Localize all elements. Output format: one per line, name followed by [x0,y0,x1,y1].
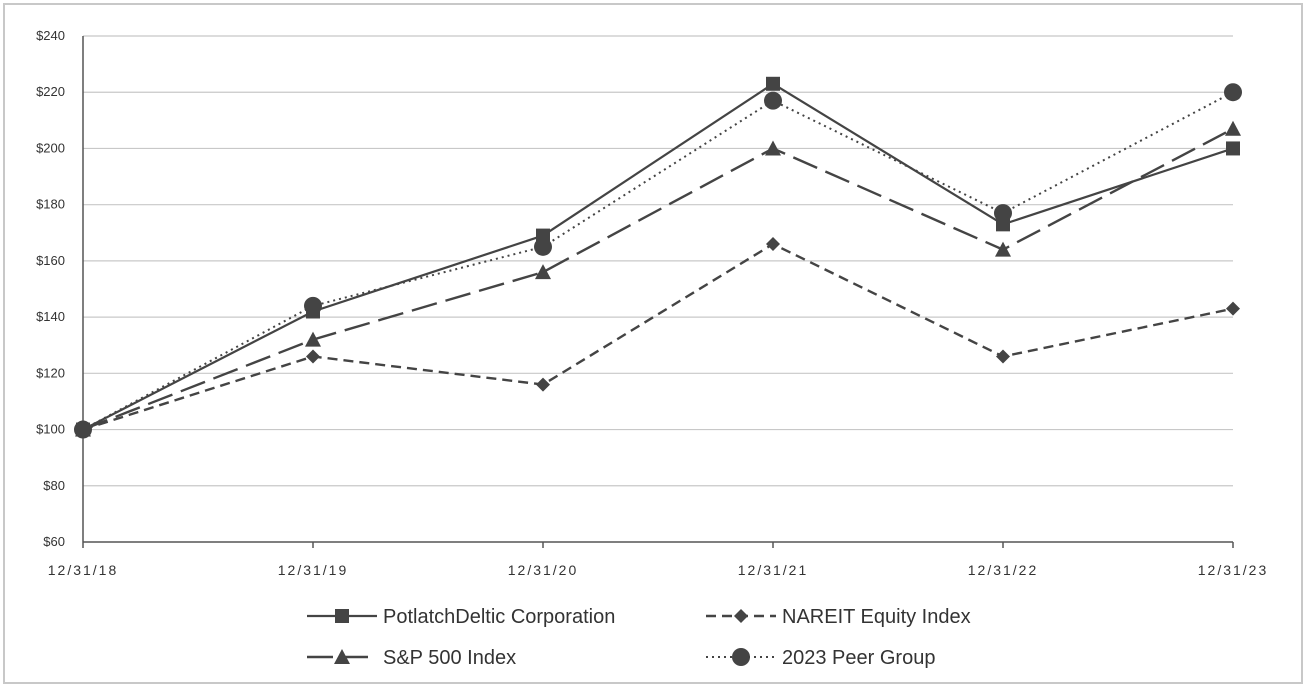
legend-label: PotlatchDeltic Corporation [383,606,615,628]
marker-circle [74,421,92,439]
marker-circle [534,238,552,256]
series-line [83,129,1233,430]
legend-item: NAREIT Equity Index [706,606,971,628]
marker-square [335,609,349,623]
marker-square [1226,141,1240,155]
legend-label: 2023 Peer Group [782,647,935,669]
x-tick-label: 12/31/22 [968,562,1039,578]
x-tick-label: 12/31/23 [1198,562,1269,578]
series-layer [74,77,1242,439]
marker-triangle [995,242,1011,257]
marker-square [766,77,780,91]
axes [83,36,1233,548]
legend: PotlatchDeltic Corporation NAREIT Equity … [307,606,971,669]
series-line [83,84,1233,430]
y-tick-label: $160 [36,253,65,268]
marker-diamond [1226,302,1240,316]
marker-triangle [1225,121,1241,136]
marker-circle [764,92,782,110]
y-tick-label: $180 [36,197,65,212]
x-tick-label: 12/31/21 [738,562,809,578]
y-tick-label: $100 [36,422,65,437]
y-axis-ticks: $60 $80 $100 $120 $140 $160 $180 $200 $220 $240 [36,28,65,549]
marker-diamond [536,378,550,392]
marker-diamond [766,237,780,251]
y-tick-label: $80 [43,478,65,493]
y-tick-label: $120 [36,365,65,380]
legend-item: S&P 500 Index [307,647,516,669]
y-tick-label: $200 [36,140,65,155]
marker-triangle [535,264,551,279]
x-tick-label: 12/31/19 [278,562,349,578]
marker-circle [994,204,1012,222]
legend-label: S&P 500 Index [383,647,516,669]
series-line [83,244,1233,430]
marker-diamond [734,609,748,623]
legend-item: 2023 Peer Group [706,647,935,669]
x-axis-ticks: 12/31/18 12/31/19 12/31/20 12/31/21 12/31/22… [48,562,1269,578]
legend-item: PotlatchDeltic Corporation [307,606,615,628]
grid-lines [83,36,1233,486]
y-tick-label: $220 [36,84,65,99]
marker-circle [732,648,750,666]
series-potlatchdeltic-corporation [76,77,1240,437]
marker-diamond [996,349,1010,363]
y-tick-label: $60 [43,534,65,549]
y-tick-label: $240 [36,28,65,43]
series-nareit-equity-index [76,237,1240,437]
marker-circle [304,297,322,315]
x-tick-label: 12/31/20 [508,562,579,578]
series-s-p-500-index [75,121,1241,437]
legend-label: NAREIT Equity Index [782,606,971,628]
marker-diamond [306,349,320,363]
marker-circle [1224,83,1242,101]
x-tick-label: 12/31/18 [48,562,119,578]
y-tick-label: $140 [36,309,65,324]
